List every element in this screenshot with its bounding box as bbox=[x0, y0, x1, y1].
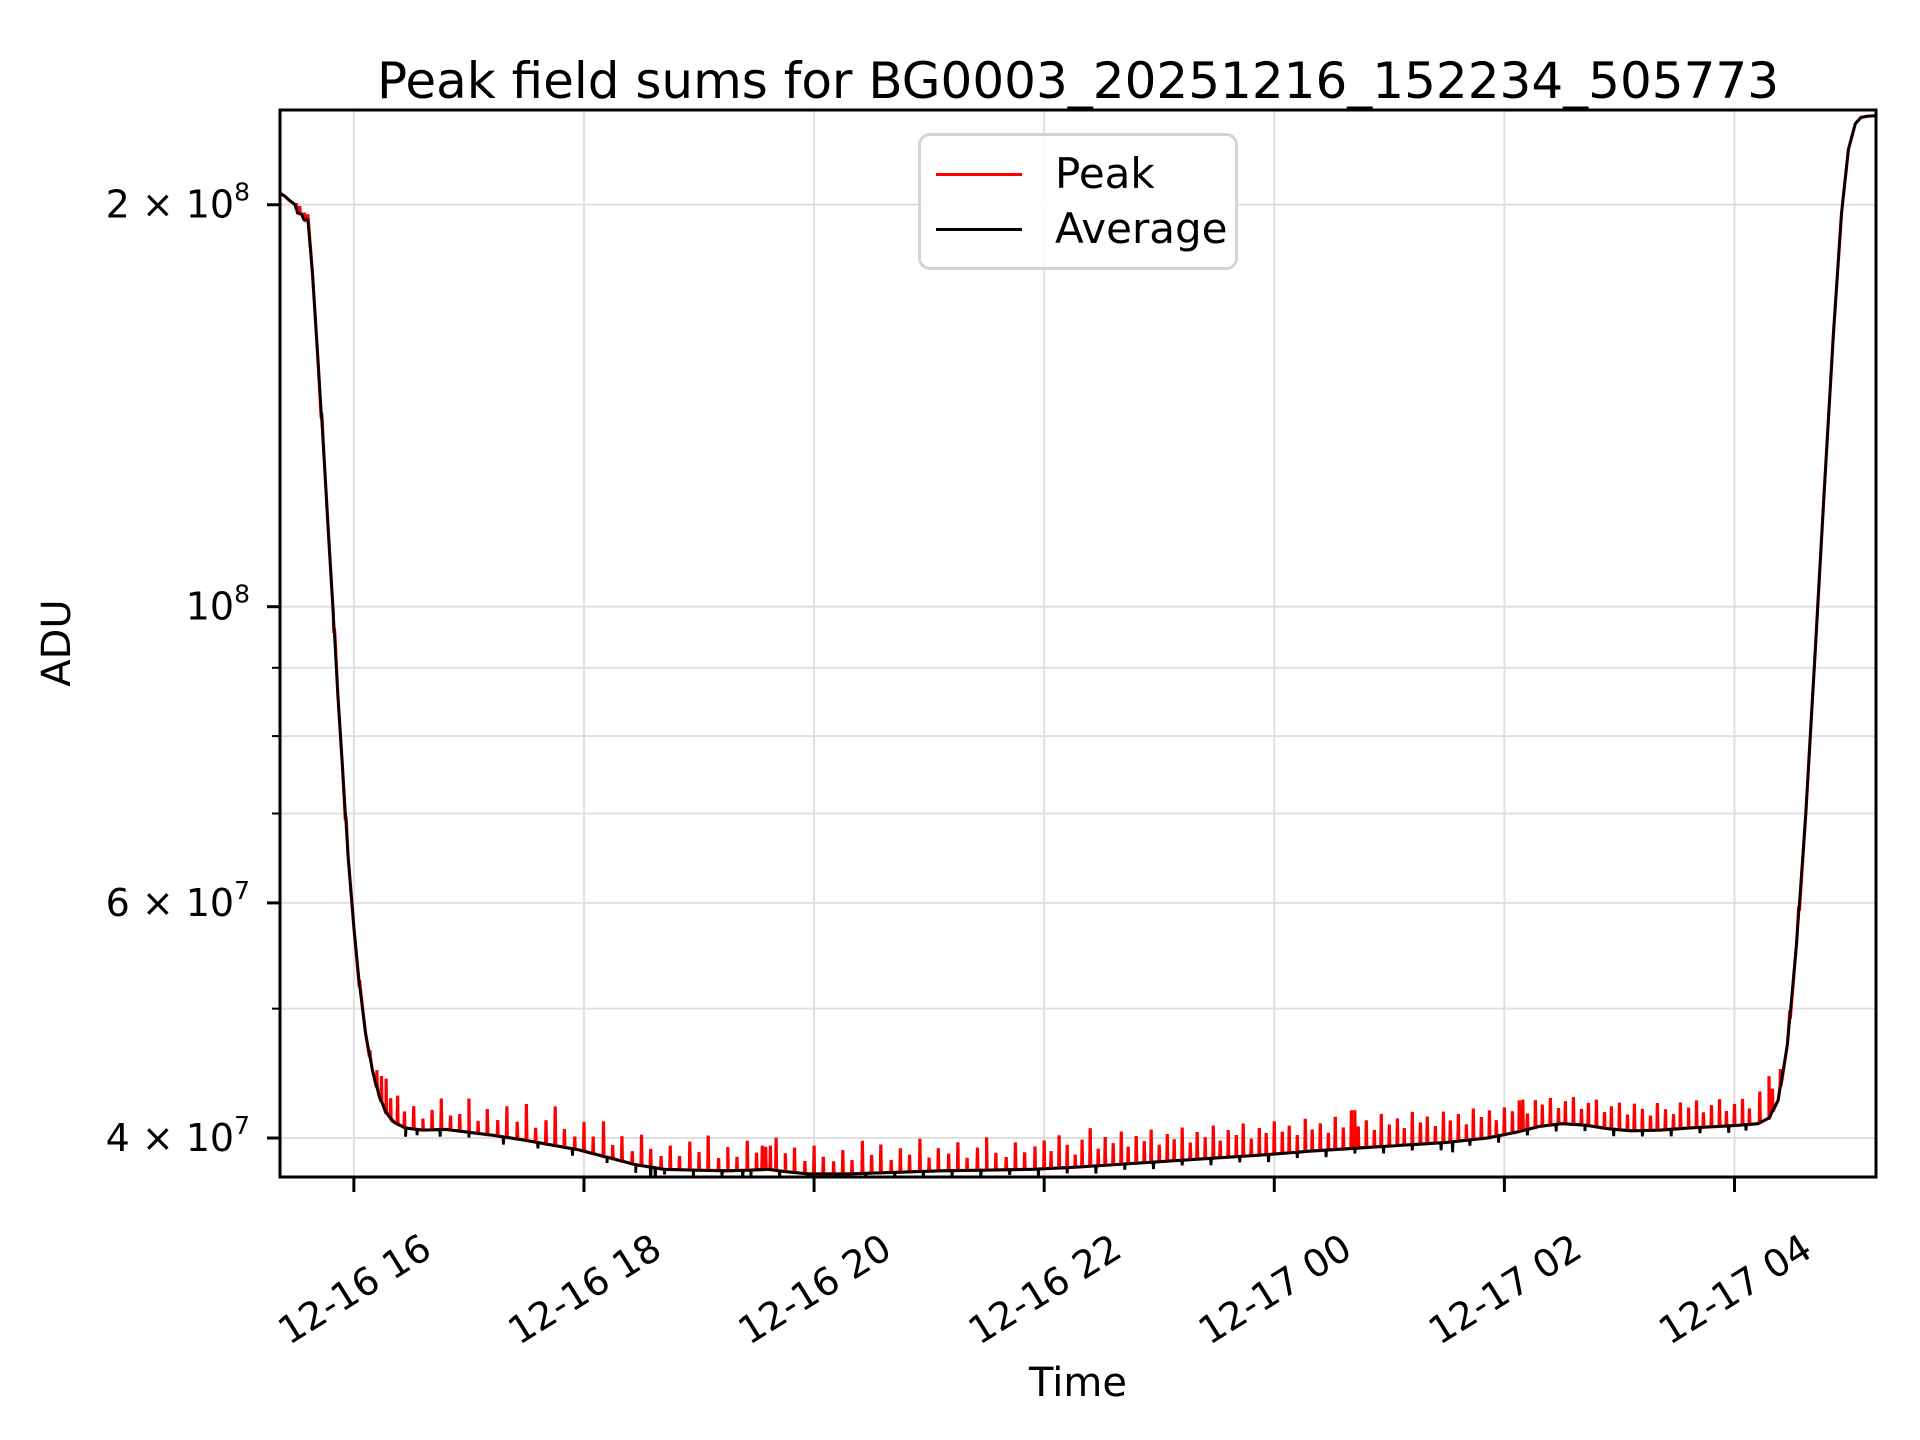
x-tick-label: 12-17 00 bbox=[1191, 1225, 1359, 1353]
x-axis-label: Time bbox=[1029, 1360, 1127, 1406]
y-tick-label: 2 × 108 bbox=[106, 178, 250, 227]
x-tick-label: 12-17 02 bbox=[1421, 1225, 1589, 1353]
y-ticks bbox=[267, 203, 280, 1140]
x-tick-label: 12-16 22 bbox=[961, 1225, 1129, 1353]
y-axis-label: ADU bbox=[34, 599, 80, 687]
legend-line-average-icon bbox=[936, 227, 1022, 231]
peak-line bbox=[280, 114, 1876, 1176]
x-tick-labels: 12-16 16 12-16 18 12-16 20 12-16 22 12-17 00… bbox=[270, 1225, 1819, 1353]
legend: Peak Average bbox=[918, 133, 1238, 270]
legend-label-average: Average bbox=[1055, 204, 1228, 253]
x-ticks bbox=[352, 1177, 1736, 1192]
x-tick-label: 12-17 04 bbox=[1651, 1225, 1819, 1353]
y-tick-label: 6 × 107 bbox=[106, 876, 250, 925]
y-tick-label: 108 bbox=[186, 580, 250, 629]
average-line bbox=[280, 114, 1876, 1177]
legend-line-peak-icon bbox=[936, 172, 1022, 176]
x-tick-label: 12-16 18 bbox=[501, 1225, 669, 1353]
legend-item-average: Average bbox=[936, 208, 1235, 250]
x-tick-label: 12-16 16 bbox=[270, 1225, 438, 1353]
series-peak bbox=[280, 114, 1876, 1176]
y-tick-label: 4 × 107 bbox=[106, 1111, 250, 1160]
gridlines bbox=[280, 110, 1876, 1177]
plot-border bbox=[278, 108, 1878, 1179]
y-tick-labels: 2 × 108 108 6 × 107 4 × 107 bbox=[106, 178, 250, 1160]
series-average bbox=[280, 114, 1876, 1177]
chart-title: Peak field sums for BG0003_20251216_1522… bbox=[376, 52, 1780, 110]
x-tick-label: 12-16 20 bbox=[731, 1225, 899, 1353]
legend-label-peak: Peak bbox=[1055, 149, 1155, 198]
legend-item-peak: Peak bbox=[936, 153, 1235, 195]
